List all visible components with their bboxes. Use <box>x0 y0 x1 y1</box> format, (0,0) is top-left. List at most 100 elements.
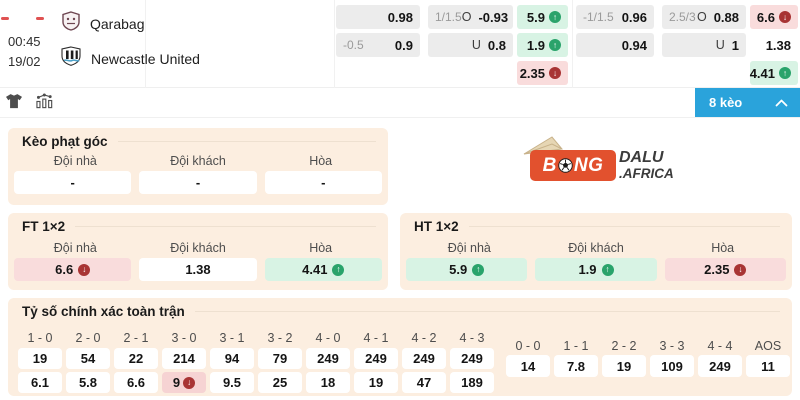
home-team-logo <box>61 11 81 36</box>
score-odds-cell[interactable]: 9 ↓ <box>162 372 206 393</box>
x12-1-away-cell[interactable]: 2.35 ↓ <box>517 61 568 85</box>
ah1-home-odds-cell[interactable]: 0.98 <box>336 5 420 29</box>
divider <box>75 226 376 227</box>
header-away: Đội khách <box>170 154 226 168</box>
score-odds-cell[interactable]: 189 <box>450 372 494 393</box>
away-team-name: Newcastle United <box>91 50 200 67</box>
ht-home-odds-cell[interactable]: 5.9 ↑ <box>406 258 528 281</box>
ah2-home-odds-cell[interactable]: -1/1.5 0.96 <box>576 5 654 29</box>
trend-down-icon: ↓ <box>78 263 91 276</box>
trend-down-icon: ↓ <box>183 376 196 389</box>
ft-away-odds-cell[interactable]: 1.38 <box>139 258 257 281</box>
score-label: 3 - 1 <box>219 331 245 345</box>
score-odds-cell[interactable]: 19 <box>602 355 646 377</box>
x12-2-home-cell[interactable]: 6.6 ↓ <box>750 5 798 29</box>
home-team-name: Qarabag <box>90 15 145 32</box>
score-odds-cell[interactable]: 11 <box>746 355 790 377</box>
score-label: 4 - 2 <box>411 331 437 345</box>
corner-home-cell: - <box>14 171 132 194</box>
score-column: 0 - 0 14 <box>506 339 550 377</box>
ou2-under-odds-cell[interactable]: U 1 <box>662 33 746 57</box>
corner-odds-panel: Kèo phạt góc Đội nhà Đội khách Hòa - - - <box>8 128 388 205</box>
match-row: 00:45 19/02 Qarabag Newcastle United 0.9… <box>0 0 800 88</box>
corner-draw-cell: - <box>264 171 382 194</box>
ht-draw-odds-cell[interactable]: 2.35 ↓ <box>664 258 786 281</box>
logo-africa-text: .AFRICA <box>619 165 674 181</box>
x12-2-away-cell[interactable]: 1.38 <box>765 37 791 53</box>
ou1-under-odds-cell[interactable]: U 0.8 <box>428 33 513 57</box>
match-time: 00:45 <box>8 34 41 49</box>
score-label: 0 - 0 <box>515 339 541 353</box>
score-odds-cell[interactable]: 109 <box>650 355 694 377</box>
score-odds-cell[interactable]: 9.5 <box>210 372 254 393</box>
win-score-grid: 1 - 0 19 6.1 2 - 0 54 5.8 2 - 1 22 6.6 3… <box>18 331 494 393</box>
away-team-row[interactable]: Newcastle United <box>60 46 200 71</box>
score-column: 4 - 4 249 <box>698 339 742 377</box>
score-odds-cell[interactable]: 249 <box>354 348 398 369</box>
trend-up-icon: ↑ <box>549 39 561 51</box>
score-column: 3 - 2 79 25 <box>258 331 302 393</box>
red-dash-mark <box>36 17 44 20</box>
trend-up-icon: ↑ <box>601 263 614 276</box>
header-draw: Hòa <box>711 241 735 255</box>
ou1-over-odds-cell[interactable]: 1/1.5 O -0.93 <box>428 5 513 29</box>
trend-up-icon: ↑ <box>472 263 485 276</box>
x12-2-draw-cell[interactable]: 4.41 ↑ <box>750 61 798 85</box>
score-column: 2 - 1 22 6.6 <box>114 331 158 393</box>
score-odds-cell[interactable]: 249 <box>306 348 350 369</box>
divider <box>145 0 146 88</box>
draw-score-grid: 0 - 0 14 1 - 1 7.8 2 - 2 19 3 - 3 109 4 … <box>506 339 790 377</box>
score-column: 4 - 0 249 18 <box>306 331 350 393</box>
score-label: 3 - 0 <box>171 331 197 345</box>
away-team-logo <box>60 46 82 71</box>
score-odds-cell[interactable]: 249 <box>402 348 446 369</box>
score-odds-cell[interactable]: 249 <box>698 355 742 377</box>
score-odds-cell[interactable]: 79 <box>258 348 302 369</box>
keo-count-button[interactable]: 8 kèo <box>695 88 800 117</box>
ht-away-odds-cell[interactable]: 1.9 ↑ <box>535 258 657 281</box>
score-odds-cell[interactable]: 6.1 <box>18 372 62 393</box>
chevron-up-icon <box>775 95 788 110</box>
score-odds-cell[interactable]: 25 <box>258 372 302 393</box>
ou2-over-odds-cell[interactable]: 2.5/3 O 0.88 <box>662 5 746 29</box>
header-draw: Hòa <box>309 241 333 255</box>
x12-1-home-cell[interactable]: 5.9 ↑ <box>517 5 568 29</box>
corner-away-cell: - <box>139 171 257 194</box>
ft-home-odds-cell[interactable]: 6.6 ↓ <box>14 258 132 281</box>
score-odds-cell[interactable]: 249 <box>450 348 494 369</box>
score-label: 1 - 0 <box>27 331 53 345</box>
divider <box>334 0 335 88</box>
x12-1-draw-cell[interactable]: 1.9 ↑ <box>517 33 568 57</box>
score-odds-cell[interactable]: 94 <box>210 348 254 369</box>
score-label: 4 - 0 <box>315 331 341 345</box>
score-odds-cell[interactable]: 19 <box>354 372 398 393</box>
trend-down-icon: ↓ <box>734 263 747 276</box>
score-odds-cell[interactable]: 14 <box>506 355 550 377</box>
header-home: Đội nhà <box>53 154 97 168</box>
score-odds-cell[interactable]: 47 <box>402 372 446 393</box>
jersey-icon[interactable] <box>5 93 23 114</box>
ah2-away-odds-cell[interactable]: 0.94 <box>576 33 654 57</box>
score-odds-cell[interactable]: 22 <box>114 348 158 369</box>
score-odds-cell[interactable]: 214 <box>162 348 206 369</box>
score-odds-cell[interactable]: 19 <box>18 348 62 369</box>
score-odds-cell[interactable]: 18 <box>306 372 350 393</box>
score-odds-cell[interactable]: 5.8 <box>66 372 110 393</box>
score-column: 4 - 3 249 189 <box>450 331 494 393</box>
score-odds-cell[interactable]: 54 <box>66 348 110 369</box>
ht-panel-title: HT 1×2 <box>414 219 459 234</box>
logo-bong-box: B NG <box>530 150 616 181</box>
score-label: 4 - 3 <box>459 331 485 345</box>
score-odds-cell[interactable]: 7.8 <box>554 355 598 377</box>
ft-draw-odds-cell[interactable]: 4.41 ↑ <box>264 258 382 281</box>
header-draw: Hòa <box>309 154 333 168</box>
stats-chart-icon[interactable] <box>36 93 53 114</box>
ft-1x2-panel: FT 1×2 Đội nhà Đội khách Hòa 6.6 ↓ 1.38 4… <box>8 213 388 290</box>
divider <box>117 141 376 142</box>
score-odds-cell[interactable]: 6.6 <box>114 372 158 393</box>
home-team-row[interactable]: Qarabag <box>61 11 144 36</box>
score-column: AOS 11 <box>746 339 790 377</box>
trend-up-icon: ↑ <box>779 67 791 79</box>
ah1-away-odds-cell[interactable]: -0.5 0.9 <box>336 33 420 57</box>
score-label: 3 - 2 <box>267 331 293 345</box>
